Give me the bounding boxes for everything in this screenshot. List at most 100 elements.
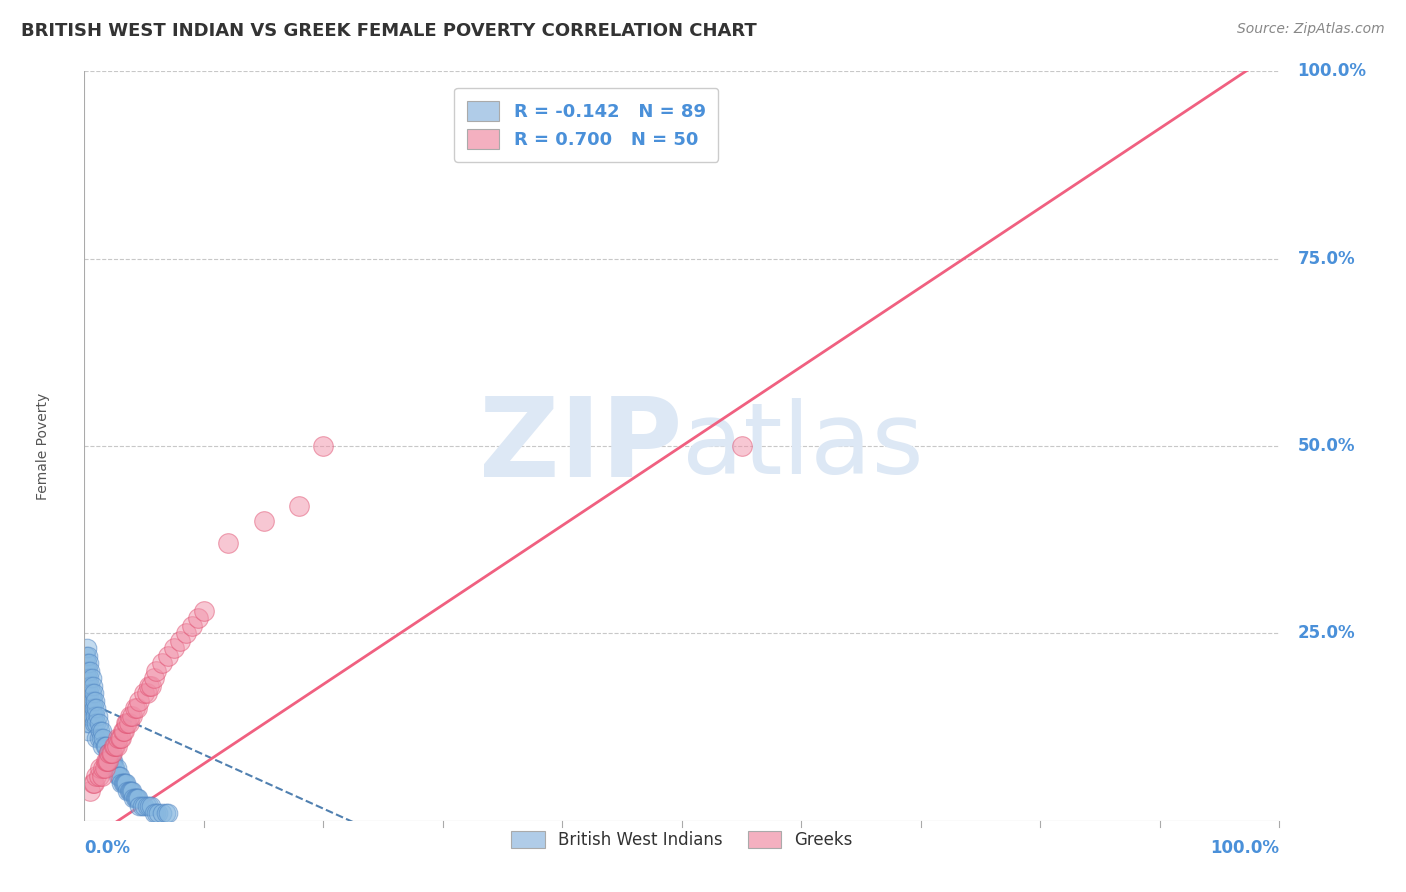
Point: [84, 694, 107, 708]
Point: [138, 679, 160, 693]
Point: [98, 746, 121, 760]
Point: [90, 731, 112, 746]
Point: [110, 731, 132, 746]
Point: [157, 648, 180, 663]
Point: [150, 806, 173, 821]
Point: [103, 761, 125, 775]
Text: 100.0%: 100.0%: [1211, 839, 1279, 857]
Point: [141, 798, 163, 813]
Point: [193, 604, 215, 618]
Point: [94, 739, 117, 753]
Point: [79, 708, 101, 723]
Text: BRITISH WEST INDIAN VS GREEK FEMALE POVERTY CORRELATION CHART: BRITISH WEST INDIAN VS GREEK FEMALE POVE…: [21, 22, 756, 40]
Text: 0.0%: 0.0%: [84, 839, 131, 857]
Point: [104, 761, 127, 775]
Point: [181, 619, 204, 633]
Point: [79, 679, 101, 693]
Point: [145, 664, 167, 678]
Text: 50.0%: 50.0%: [1298, 437, 1355, 455]
Text: atlas: atlas: [682, 398, 924, 494]
Point: [87, 769, 110, 783]
Point: [77, 657, 100, 671]
Point: [77, 679, 100, 693]
Point: [105, 739, 128, 753]
Point: [142, 671, 165, 685]
Point: [75, 686, 97, 700]
Point: [76, 686, 98, 700]
Point: [76, 701, 98, 715]
Point: [79, 694, 101, 708]
Point: [79, 664, 101, 678]
Point: [98, 746, 121, 760]
Point: [91, 769, 114, 783]
Point: [75, 694, 97, 708]
Point: [77, 664, 100, 678]
Point: [112, 723, 135, 738]
Point: [125, 701, 148, 715]
Point: [157, 806, 180, 821]
Point: [142, 806, 165, 821]
Point: [82, 708, 104, 723]
Point: [89, 723, 111, 738]
Point: [128, 694, 150, 708]
Point: [75, 679, 97, 693]
Point: [187, 611, 209, 625]
Point: [82, 679, 104, 693]
Point: [117, 716, 139, 731]
Point: [103, 739, 125, 753]
Point: [124, 791, 146, 805]
Point: [169, 633, 191, 648]
Point: [110, 776, 132, 790]
Point: [104, 739, 127, 753]
Point: [115, 776, 138, 790]
Point: [118, 783, 141, 797]
Point: [731, 439, 754, 453]
Point: [101, 754, 124, 768]
Point: [121, 783, 143, 797]
Point: [77, 701, 100, 715]
Point: [93, 739, 115, 753]
Point: [127, 791, 149, 805]
Point: [79, 783, 101, 797]
Point: [97, 754, 120, 768]
Point: [131, 798, 153, 813]
Point: [75, 648, 97, 663]
Point: [120, 783, 142, 797]
Point: [82, 694, 104, 708]
Point: [112, 776, 135, 790]
Point: [91, 723, 114, 738]
Point: [89, 761, 111, 775]
Point: [253, 514, 276, 528]
Point: [77, 671, 100, 685]
Point: [138, 798, 160, 813]
Point: [83, 686, 105, 700]
Point: [125, 791, 148, 805]
Point: [77, 708, 100, 723]
Point: [312, 439, 335, 453]
Point: [87, 716, 110, 731]
Point: [93, 761, 115, 775]
Point: [288, 499, 311, 513]
Point: [108, 769, 131, 783]
Point: [91, 739, 114, 753]
Point: [100, 754, 122, 768]
Point: [105, 761, 128, 775]
Point: [115, 716, 138, 731]
Point: [82, 776, 104, 790]
Point: [84, 708, 107, 723]
Point: [128, 798, 150, 813]
Text: Source: ZipAtlas.com: Source: ZipAtlas.com: [1237, 22, 1385, 37]
Point: [121, 708, 143, 723]
Point: [80, 701, 103, 715]
Point: [141, 679, 163, 693]
Point: [86, 769, 108, 783]
Point: [217, 536, 239, 550]
Point: [76, 708, 98, 723]
Point: [111, 723, 134, 738]
Point: [75, 664, 97, 678]
Point: [86, 731, 108, 746]
Point: [150, 657, 173, 671]
Point: [117, 783, 139, 797]
Point: [86, 708, 108, 723]
Point: [86, 701, 108, 715]
